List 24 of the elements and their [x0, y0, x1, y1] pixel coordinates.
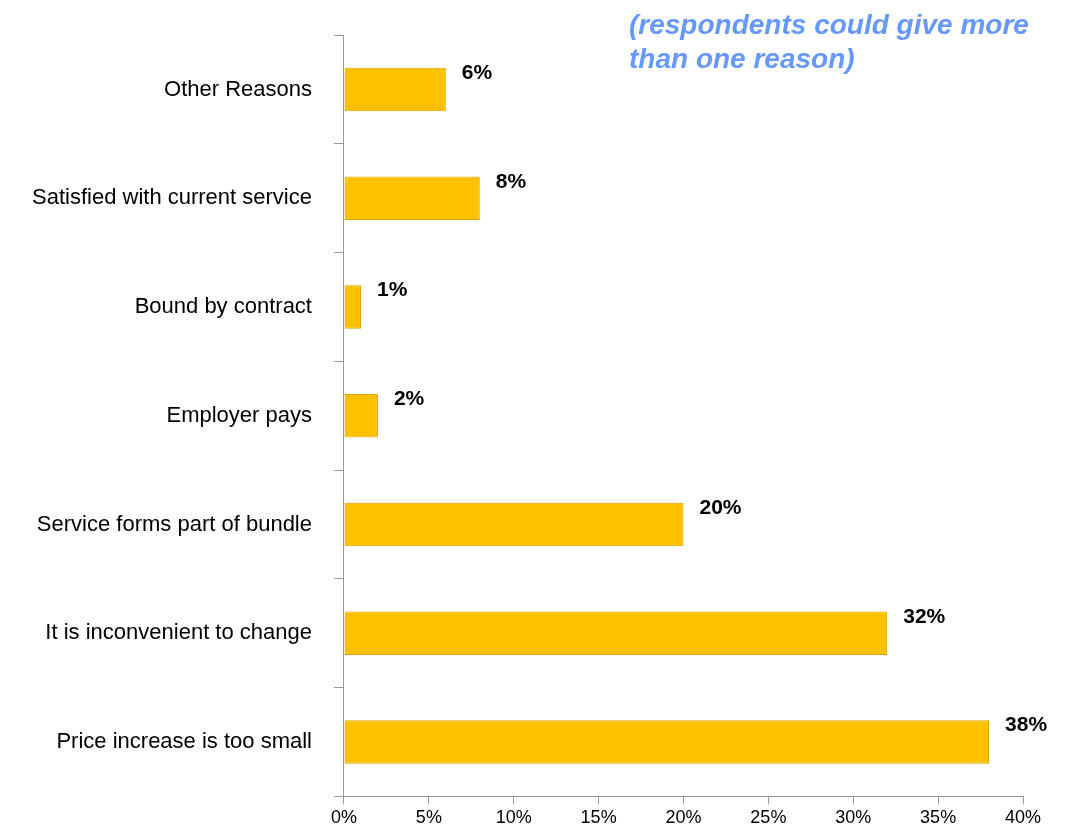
- x-tick-label: 25%: [750, 807, 787, 828]
- x-tick-label: 20%: [665, 807, 702, 828]
- y-tick-label: It is inconvenient to change: [45, 619, 312, 645]
- x-tick-label: 0%: [330, 807, 357, 828]
- x-tick-label: 35%: [920, 807, 957, 828]
- y-tick-label: Employer pays: [166, 401, 312, 427]
- data-label: 6%: [461, 59, 493, 83]
- x-tick-label: 10%: [495, 807, 532, 828]
- x-tick-label: 5%: [415, 807, 442, 828]
- annotation: (respondents could give more than one reason): [629, 8, 1030, 76]
- y-tick-label: Price increase is too small: [56, 728, 312, 754]
- x-tick-label: 30%: [835, 807, 872, 828]
- x-tick-label: 40%: [1004, 807, 1042, 828]
- data-label: 1%: [376, 277, 408, 301]
- data-label: 20%: [699, 494, 742, 518]
- data-label: 2%: [393, 386, 425, 410]
- x-tick-label: 15%: [580, 807, 617, 828]
- data-label: 38%: [1005, 712, 1048, 736]
- y-tick-label: Other Reasons: [164, 75, 312, 101]
- data-label: 8%: [495, 168, 527, 192]
- data-label: 32%: [903, 603, 946, 627]
- y-tick-label: Bound by contract: [134, 293, 312, 319]
- y-tick-label: Satisfied with current service: [32, 184, 312, 210]
- y-tick-label: Service forms part of bundle: [36, 510, 312, 536]
